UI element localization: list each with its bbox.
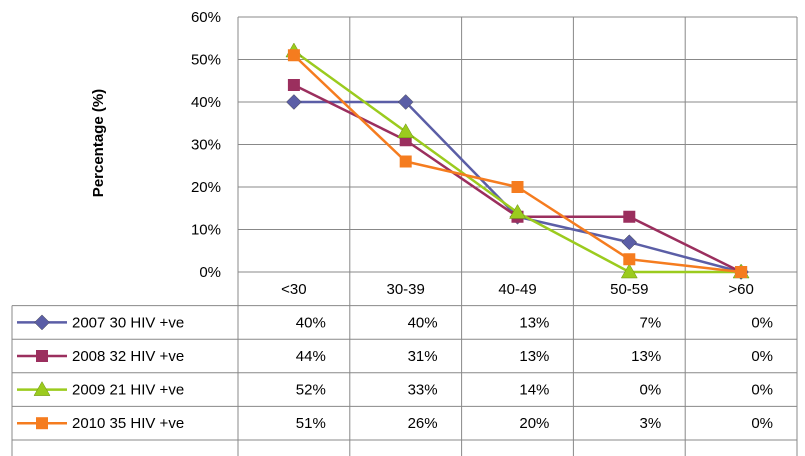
data-point [399, 155, 412, 168]
legend-marker [36, 350, 48, 362]
data-cell: 0% [751, 415, 773, 432]
y-tick-label: 50% [191, 52, 221, 69]
data-point [620, 263, 638, 279]
x-tick-label: 40-49 [498, 281, 536, 298]
data-cell: 44% [296, 348, 326, 365]
data-cell: 33% [408, 382, 438, 399]
data-point [511, 181, 524, 193]
data-cell: 0% [751, 348, 773, 365]
data-point [287, 49, 300, 62]
data-cell: 3% [640, 415, 662, 432]
x-tick-label: >60 [728, 281, 753, 298]
data-cell: 13% [519, 348, 549, 365]
data-point [287, 79, 300, 91]
data-cell: 51% [296, 415, 326, 432]
y-axis-label: Percentage (%) [90, 89, 107, 197]
data-table: <30 30-39 40-49 50-59 >60 2007 30 HIV +ve 40% 4… [11, 281, 797, 456]
x-tick-label: 50-59 [610, 281, 648, 298]
data-point [397, 123, 415, 138]
y-tick-label: 30% [191, 137, 221, 154]
data-cell: 13% [519, 314, 549, 331]
data-point [735, 266, 748, 278]
data-cell: 40% [408, 314, 438, 331]
y-tick-label: 0% [199, 264, 221, 281]
legend-marker [36, 417, 48, 430]
data-cell: 20% [519, 415, 549, 432]
y-tick-label: 60% [191, 9, 221, 26]
data-cell: 26% [408, 415, 438, 432]
legend-label: 2010 35 HIV +ve [72, 415, 184, 432]
legend-label: 2007 30 HIV +ve [72, 314, 184, 331]
data-point [286, 94, 302, 110]
data-point [623, 210, 636, 223]
x-tick-label: <30 [281, 281, 306, 298]
data-cell: 0% [751, 382, 773, 399]
data-cell: 7% [640, 314, 662, 331]
legend-marker [33, 381, 51, 396]
series-line [293, 83, 742, 274]
data-cell: 13% [631, 348, 661, 365]
data-cell: 52% [296, 382, 326, 399]
x-tick-label: 30-39 [387, 281, 425, 298]
data-cell: 31% [408, 348, 438, 365]
data-point [621, 234, 638, 251]
y-tick-label: 10% [191, 222, 221, 239]
data-point [623, 253, 636, 266]
legend-label: 2009 21 HIV +ve [72, 382, 184, 399]
legend-marker [34, 314, 50, 331]
data-cell: 0% [751, 314, 773, 331]
y-axis-ticks: 0% 10% 20% 30% 40% 50% 60% [191, 9, 221, 281]
data-point [509, 203, 526, 219]
data-cell: 14% [519, 382, 549, 399]
data-point [397, 94, 414, 110]
series-lines [285, 42, 750, 280]
legend-label: 2008 32 HIV +ve [72, 348, 184, 365]
data-cell: 0% [640, 382, 662, 399]
y-tick-label: 40% [191, 94, 221, 111]
plot-grid [237, 16, 798, 456]
data-cell: 40% [296, 314, 326, 331]
y-tick-label: 20% [191, 179, 221, 196]
